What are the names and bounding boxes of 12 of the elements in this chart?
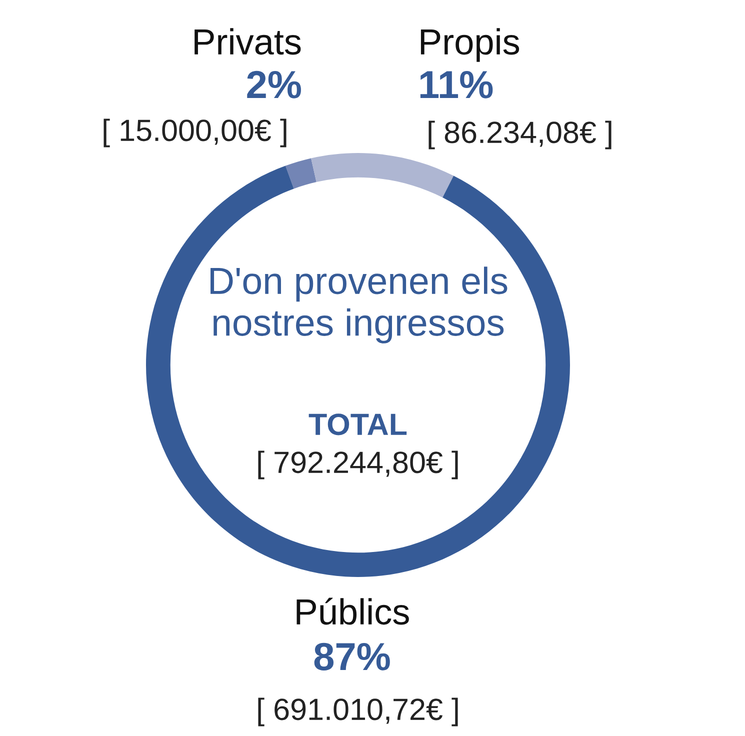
text: [ 15.000,00€ ] (104, 118, 286, 148)
slice-label: Privats (194, 28, 301, 55)
text: D'on provenen els nostres ingressos (210, 266, 508, 344)
text: [ 792.244,80€ ] (258, 450, 458, 480)
slice-label: Propis (420, 28, 520, 62)
data-label: 2% (247, 70, 301, 98)
text: [ 691.010,72€ ] (258, 698, 458, 726)
data-label: 87% (314, 642, 390, 670)
text: TOTAL (308, 414, 407, 436)
slice-label: Públics (296, 598, 409, 625)
text: [ 86.234,08€ ] (428, 120, 612, 150)
data-label: 11% (420, 71, 493, 98)
